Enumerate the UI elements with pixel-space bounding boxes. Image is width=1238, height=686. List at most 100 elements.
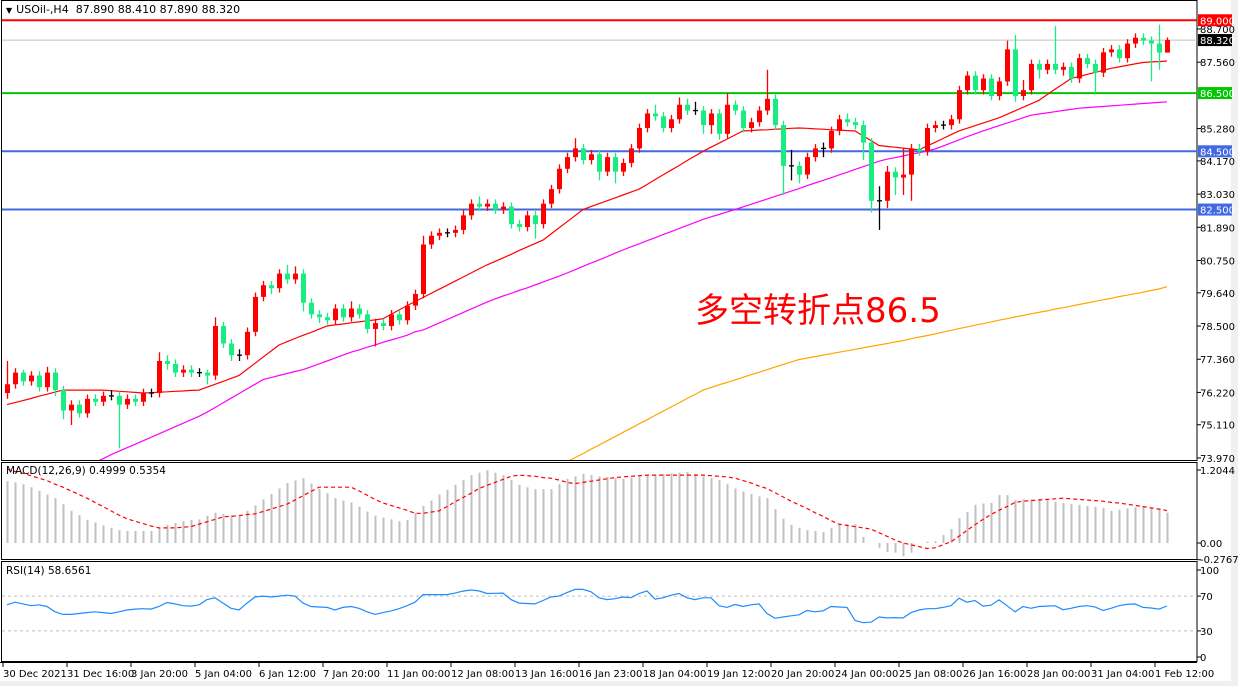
candle-body: [661, 116, 666, 129]
candle-body: [965, 75, 970, 91]
candle: [381, 318, 386, 331]
candle: [725, 93, 730, 139]
candle: [453, 225, 458, 238]
candle: [885, 165, 890, 209]
candle-body: [125, 398, 130, 405]
candle: [877, 186, 882, 230]
candle: [701, 106, 706, 134]
time-tick-label: 11 Jan 00:00: [387, 669, 450, 680]
candle: [37, 371, 42, 392]
candle: [157, 352, 162, 398]
bottom-margin: [0, 681, 1238, 686]
ohlc-readout: 87.890 88.410 87.890 88.320: [75, 3, 241, 16]
candle: [45, 366, 50, 392]
candle: [1085, 53, 1090, 69]
candle-body: [861, 125, 866, 143]
candle-body: [189, 369, 194, 373]
candle-body: [781, 125, 786, 166]
macd-tick-label: 1.2044: [1200, 466, 1235, 477]
candle-body: [621, 162, 626, 172]
candle: [613, 152, 618, 184]
price-tick-label: 81.890: [1200, 223, 1235, 234]
candle: [389, 310, 394, 331]
candle-body: [181, 369, 186, 373]
time-tick-label: 24 Jan 00:00: [835, 669, 898, 680]
candle-body: [5, 384, 10, 393]
candle-body: [765, 98, 770, 111]
candle-body: [429, 235, 434, 245]
candle-body: [413, 293, 418, 306]
ma-fast-line: [6, 60, 1168, 406]
candle-body: [501, 206, 506, 210]
candle: [941, 120, 946, 130]
main-pane-frame: [1, 0, 1198, 461]
candle: [925, 123, 930, 156]
candle-body: [405, 305, 410, 321]
level-price-label: 89.000: [1200, 16, 1235, 27]
candle: [957, 85, 962, 124]
candle-body: [909, 148, 914, 175]
candle: [1013, 34, 1018, 102]
candle: [213, 317, 218, 380]
price-tick-label: 79.640: [1200, 289, 1235, 300]
price-tick-label: 88.700: [1200, 25, 1235, 36]
candle-body: [421, 244, 426, 294]
candle-body: [1069, 66, 1074, 79]
candle-body: [901, 174, 906, 178]
level-price-tag: [1198, 14, 1232, 27]
candle-body: [773, 98, 778, 126]
candle: [285, 264, 290, 284]
candle: [1125, 39, 1130, 63]
candle-body: [557, 168, 562, 190]
level-price-label: 84.500: [1200, 147, 1235, 158]
candle: [565, 152, 570, 174]
time-tick-label: 20 Jan 20:00: [771, 669, 834, 680]
candle-body: [733, 104, 738, 111]
right-margin: [1231, 0, 1238, 686]
candle-body: [957, 90, 962, 120]
candle: [5, 360, 10, 399]
candle-body: [453, 229, 458, 233]
candle-body: [1141, 37, 1146, 41]
candle-body: [477, 203, 482, 207]
candle-body: [845, 119, 850, 123]
candle-body: [1077, 58, 1082, 79]
bid-price-label: 88.320: [1200, 36, 1235, 47]
price-tick-label: 83.030: [1200, 190, 1235, 201]
candle-body: [493, 203, 498, 210]
candle: [765, 69, 770, 115]
candle: [709, 109, 714, 134]
candle: [253, 292, 258, 337]
candle-body: [829, 130, 834, 149]
price-tick-label: 80.750: [1200, 257, 1235, 268]
candle: [581, 144, 586, 165]
time-tick-label: 6 Jan 12:00: [259, 669, 316, 680]
candle-body: [605, 157, 610, 172]
candle: [397, 310, 402, 325]
candle: [669, 114, 674, 133]
candle: [229, 339, 234, 361]
candle: [429, 231, 434, 249]
candle: [845, 113, 850, 127]
time-tick-label: 7 Jan 20:00: [323, 669, 380, 680]
candle: [653, 104, 658, 121]
candle: [53, 368, 58, 396]
triangle-down-icon[interactable]: ▼: [6, 6, 13, 15]
time-tick-label: 12 Jan 08:00: [451, 669, 514, 680]
candle: [413, 289, 418, 311]
candle-body: [165, 360, 170, 364]
candle-body: [709, 113, 714, 126]
rsi-tick-label: 0: [1200, 653, 1206, 664]
candle-body: [573, 148, 578, 158]
candle: [821, 142, 826, 158]
rsi-line: [6, 588, 1168, 624]
candle-body: [1133, 37, 1138, 44]
candle: [165, 355, 170, 370]
level-price-tag: [1198, 203, 1232, 216]
candle-body: [141, 393, 146, 402]
candle-body: [997, 81, 1002, 96]
candle-body: [653, 113, 658, 117]
candle-body: [1165, 40, 1170, 53]
rsi-tick-label: 30: [1200, 627, 1213, 638]
